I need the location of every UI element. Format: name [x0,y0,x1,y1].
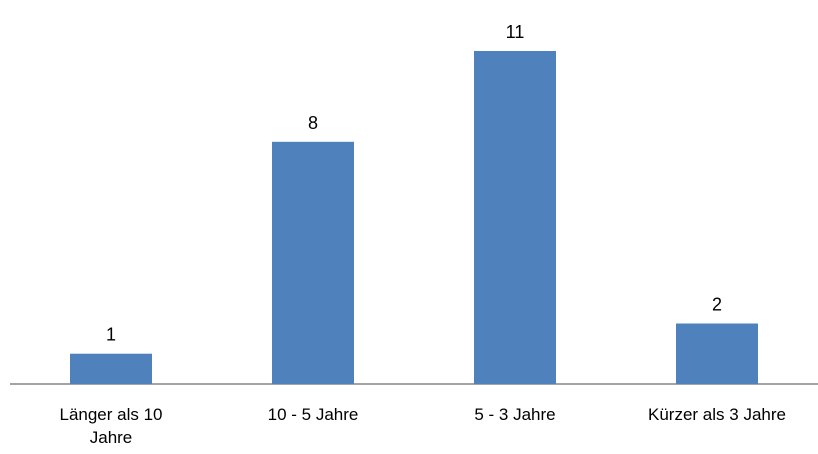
bar [272,141,354,384]
data-label: 1 [106,325,116,345]
x-tick-label-line: Jahre [90,428,133,447]
bars-group [70,51,758,384]
x-tick-label: 5 - 3 Jahre [474,405,555,424]
data-label: 11 [506,22,525,42]
data-labels-group: 1 8 11 2 [106,22,722,345]
x-tick-label: 10 - 5 Jahre [268,405,359,424]
x-tick-label: Länger als 10 Jahre [59,405,162,447]
data-label: 8 [308,113,318,133]
data-label: 2 [712,295,722,315]
x-tick-label-line: Kürzer als 3 Jahre [648,405,786,424]
x-tick-label-line: 10 - 5 Jahre [268,405,359,424]
bar [70,353,152,384]
x-tick-label-line: Länger als 10 [59,405,162,424]
category-labels-group: Länger als 10 Jahre 10 - 5 Jahre 5 - 3 Jahr… [59,405,785,447]
bar [474,51,556,384]
x-tick-label-line: 5 - 3 Jahre [474,405,555,424]
x-tick-label: Kürzer als 3 Jahre [648,405,786,424]
bar [676,323,758,384]
